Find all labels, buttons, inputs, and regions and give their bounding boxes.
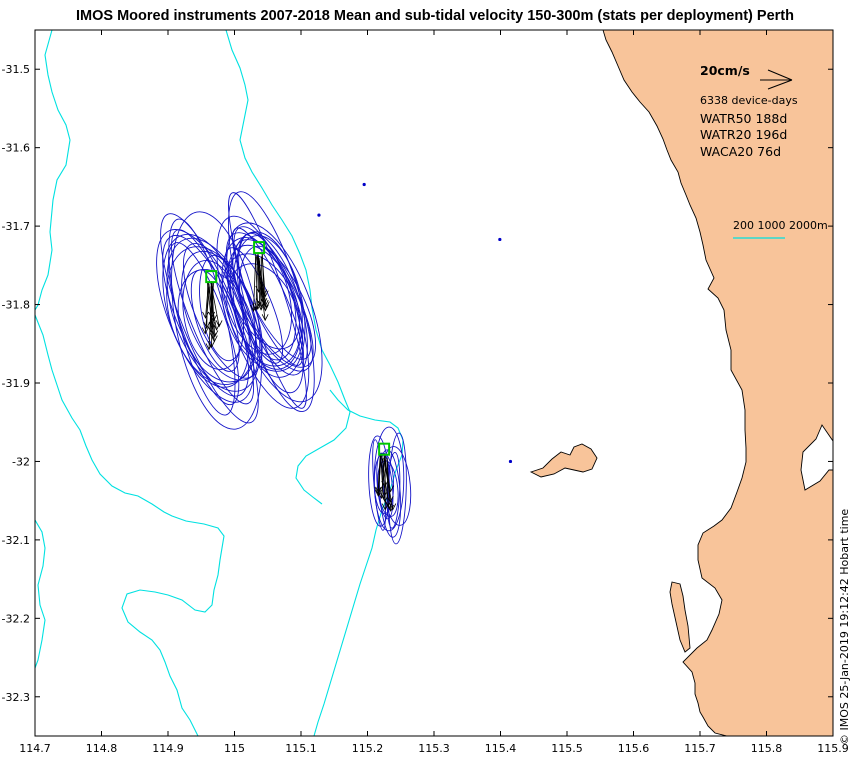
variance-ellipse	[232, 235, 306, 378]
station-label-0: WATR50 188d	[700, 111, 787, 126]
velocity-arrow-head	[208, 341, 215, 349]
y-tick-label: -31.6	[2, 142, 30, 155]
instrument-dot	[508, 459, 513, 464]
station-label-1: WATR20 196d	[700, 127, 787, 142]
velocity-arrow	[206, 283, 209, 329]
y-tick-label: -32	[12, 455, 30, 468]
y-tick-label: -32.2	[2, 612, 30, 625]
velocity-arrow	[382, 458, 386, 502]
velocity-arrow	[257, 254, 262, 308]
velocity-arrow-head	[202, 311, 209, 319]
velocity-arrow	[257, 252, 267, 308]
depth-contours	[34, 29, 404, 737]
velocity-arrow-head	[387, 485, 394, 493]
velocity-arrow-head	[387, 504, 395, 512]
variance-ellipse	[160, 213, 259, 424]
velocity-arrow-head	[374, 487, 382, 495]
x-tick-label: 115.3	[418, 742, 450, 755]
variance-ellipse	[166, 237, 261, 392]
mooring-markers	[205, 241, 391, 456]
velocity-arrow-head	[261, 314, 269, 322]
velocity-arrow-head	[203, 321, 211, 330]
variance-ellipse	[221, 237, 292, 355]
subtidal-velocity-arrows	[201, 252, 397, 512]
velocity-arrow	[380, 455, 384, 499]
velocity-arrow	[253, 253, 257, 312]
y-tick-label: -32.1	[2, 534, 30, 547]
velocity-arrow-head	[250, 304, 257, 312]
variance-ellipse	[182, 242, 259, 379]
instrument-dot	[498, 237, 502, 242]
velocity-arrow-head	[262, 304, 269, 312]
scale-label: 20cm/s	[700, 63, 750, 78]
velocity-arrow-head	[381, 503, 389, 511]
y-tick-label: -32.3	[2, 691, 30, 704]
velocity-arrow	[261, 252, 266, 297]
x-tick-label: 115.9	[817, 742, 849, 755]
device-days-label: 6338 device-days	[700, 94, 798, 107]
y-axis: -31.5 -31.6 -31.7 -31.8 -31.9 -32 -32.1 -32.2 -3…	[2, 63, 833, 704]
x-tick-label: 115.6	[618, 742, 650, 755]
x-tick-label: 115.2	[352, 742, 384, 755]
velocity-arrow	[381, 459, 385, 499]
velocity-arrow	[211, 281, 215, 321]
variance-ellipse	[382, 446, 412, 526]
velocity-arrow-head	[258, 300, 265, 308]
velocity-arrow-head	[207, 325, 215, 333]
velocity-arrow	[377, 455, 382, 496]
y-tick-label: -31.5	[2, 63, 30, 76]
velocity-arrow-head	[215, 320, 223, 328]
variance-ellipse	[221, 253, 304, 372]
variance-ellipse	[232, 227, 303, 366]
variance-ellipse	[232, 239, 317, 368]
velocity-arrow	[383, 455, 391, 492]
map-title: IMOS Moored instruments 2007-2018 Mean a…	[76, 8, 794, 24]
x-tick-label: 115.8	[751, 742, 783, 755]
velocity-arrow-head	[381, 495, 389, 503]
x-tick-label: 114.7	[19, 742, 51, 755]
variance-ellipse	[225, 232, 314, 372]
variance-ellipse	[226, 263, 301, 367]
velocity-arrow-head	[201, 327, 209, 335]
x-tick-label: 115.1	[285, 742, 317, 755]
legend: 20cm/s 6338 device-days WATR50 188d WATR…	[700, 63, 828, 239]
velocity-arrow	[386, 457, 389, 507]
variance-ellipses	[156, 191, 412, 545]
x-tick-label: 114.9	[152, 742, 184, 755]
x-tick-label: 114.8	[86, 742, 118, 755]
velocity-arrow-head	[384, 500, 392, 508]
variance-ellipse	[162, 233, 250, 388]
variance-ellipse	[229, 231, 303, 370]
y-tick-label: -31.9	[2, 377, 30, 390]
scale-arrow	[760, 69, 793, 90]
x-tick-label: 115.7	[684, 742, 716, 755]
instrument-dot	[362, 182, 366, 187]
station-label-2: WACA20 76d	[700, 144, 781, 159]
x-tick-label: 115	[224, 742, 245, 755]
y-tick-label: -31.8	[2, 299, 30, 312]
x-tick-label: 115.5	[551, 742, 583, 755]
instrument-points	[317, 182, 513, 464]
velocity-arrow-head	[209, 332, 217, 340]
mooring-marker	[378, 442, 391, 456]
y-tick-label: -31.7	[2, 220, 30, 233]
footer-credit: © IMOS 25-Jan-2019 19:12:42 Hobart time	[838, 509, 851, 745]
mooring-marker	[205, 270, 218, 284]
velocity-arrow-head	[211, 330, 219, 338]
instrument-dot	[317, 213, 321, 217]
x-axis: 114.7 114.8 114.9 115 115.1 115.2 115.3 115.4 11…	[19, 30, 849, 755]
depth-contour-label: 200 1000 2000m	[733, 219, 828, 232]
coastline-land	[529, 29, 834, 737]
variance-ellipse	[177, 268, 257, 383]
velocity-arrow	[377, 455, 381, 494]
velocity-arrow-head	[210, 314, 218, 322]
variance-ellipse	[227, 244, 300, 350]
velocity-arrow-head	[374, 489, 382, 497]
x-tick-label: 115.4	[485, 742, 517, 755]
mooring-marker	[253, 241, 266, 255]
